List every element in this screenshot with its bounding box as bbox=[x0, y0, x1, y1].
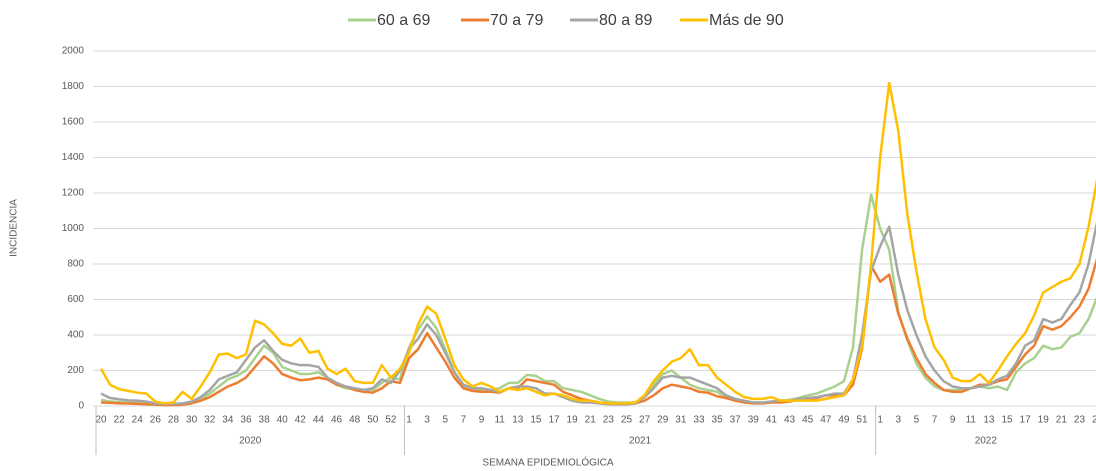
x-tick-label: 9 bbox=[950, 415, 956, 426]
x-tick-label: 1 bbox=[877, 415, 883, 426]
x-tick-label: 46 bbox=[331, 415, 343, 426]
x-tick-label: 47 bbox=[820, 415, 832, 426]
x-tick-label: 42 bbox=[295, 415, 307, 426]
legend-label: Más de 90 bbox=[709, 12, 784, 29]
x-tick-label: 29 bbox=[657, 415, 669, 426]
x-tick-label: 38 bbox=[259, 415, 271, 426]
x-tick-label: 35 bbox=[712, 415, 724, 426]
x-tick-label: 37 bbox=[730, 415, 742, 426]
x-group-label: 2021 bbox=[629, 436, 652, 447]
x-tick-label: 43 bbox=[784, 415, 796, 426]
x-tick-label: 15 bbox=[530, 415, 542, 426]
x-group-label: 2020 bbox=[239, 436, 262, 447]
x-tick-label: 3 bbox=[424, 415, 430, 426]
x-tick-label: 3 bbox=[895, 415, 901, 426]
x-tick-label: 39 bbox=[748, 415, 760, 426]
x-tick-label: 22 bbox=[114, 415, 126, 426]
x-tick-label: 17 bbox=[1020, 415, 1032, 426]
y-tick-label: 2000 bbox=[62, 46, 85, 57]
y-tick-label: 400 bbox=[67, 330, 84, 341]
x-tick-label: 45 bbox=[802, 415, 814, 426]
x-tick-label: 27 bbox=[639, 415, 651, 426]
x-tick-label: 21 bbox=[1056, 415, 1068, 426]
x-tick-label: 44 bbox=[313, 415, 325, 426]
y-tick-label: 0 bbox=[78, 401, 84, 412]
y-tick-label: 1200 bbox=[62, 188, 85, 199]
series-line bbox=[100, 221, 1096, 406]
x-tick-label: 9 bbox=[479, 415, 485, 426]
y-axis-title: INCIDENCIA bbox=[9, 199, 20, 257]
y-tick-label: 1400 bbox=[62, 152, 85, 163]
x-tick-label: 41 bbox=[766, 415, 778, 426]
x-tick-label: 15 bbox=[1001, 415, 1013, 426]
x-tick-label: 40 bbox=[277, 415, 289, 426]
x-tick-label: 21 bbox=[585, 415, 597, 426]
series-line bbox=[100, 193, 1096, 406]
series-line bbox=[99, 81, 1096, 405]
x-tick-label: 20 bbox=[95, 415, 107, 426]
x-tick-label: 5 bbox=[442, 415, 448, 426]
x-tick-label: 19 bbox=[1038, 415, 1050, 426]
x-tick-label: 23 bbox=[1074, 415, 1086, 426]
x-tick-label: 19 bbox=[567, 415, 579, 426]
x-tick-label: 36 bbox=[240, 415, 252, 426]
x-tick-label: 1 bbox=[406, 415, 412, 426]
y-tick-label: 200 bbox=[67, 365, 84, 376]
x-tick-label: 25 bbox=[1092, 415, 1096, 426]
x-tick-label: 49 bbox=[838, 415, 850, 426]
legend-label: 60 a 69 bbox=[377, 12, 430, 29]
x-tick-label: 28 bbox=[168, 415, 180, 426]
x-tick-label: 32 bbox=[204, 415, 216, 426]
y-tick-label: 1000 bbox=[62, 223, 85, 234]
x-tick-label: 24 bbox=[132, 415, 144, 426]
x-tick-label: 31 bbox=[675, 415, 687, 426]
y-tick-label: 600 bbox=[67, 294, 84, 305]
x-tick-label: 7 bbox=[932, 415, 938, 426]
x-tick-label: 11 bbox=[966, 415, 977, 426]
x-tick-label: 13 bbox=[512, 415, 524, 426]
y-tick-label: 800 bbox=[67, 259, 84, 270]
x-tick-label: 52 bbox=[385, 415, 397, 426]
x-tick-label: 25 bbox=[621, 415, 633, 426]
x-tick-label: 48 bbox=[349, 415, 361, 426]
x-tick-label: 17 bbox=[548, 415, 560, 426]
x-tick-label: 30 bbox=[186, 415, 198, 426]
y-tick-label: 1800 bbox=[62, 81, 85, 92]
x-tick-label: 7 bbox=[461, 415, 467, 426]
x-group-label: 2022 bbox=[975, 436, 998, 447]
x-tick-label: 13 bbox=[983, 415, 995, 426]
x-tick-label: 50 bbox=[367, 415, 379, 426]
legend-label: 80 a 89 bbox=[599, 12, 652, 29]
x-tick-label: 5 bbox=[914, 415, 920, 426]
x-tick-label: 51 bbox=[856, 415, 868, 426]
x-axis-title: SEMANA EPIDEMIOLÓGICA bbox=[482, 456, 613, 469]
x-tick-label: 34 bbox=[222, 415, 234, 426]
y-tick-label: 1600 bbox=[62, 117, 85, 128]
x-tick-label: 26 bbox=[150, 415, 162, 426]
legend-label: 70 a 79 bbox=[490, 12, 543, 29]
x-tick-label: 11 bbox=[494, 415, 505, 426]
x-tick-label: 33 bbox=[693, 415, 705, 426]
x-tick-label: 23 bbox=[603, 415, 615, 426]
